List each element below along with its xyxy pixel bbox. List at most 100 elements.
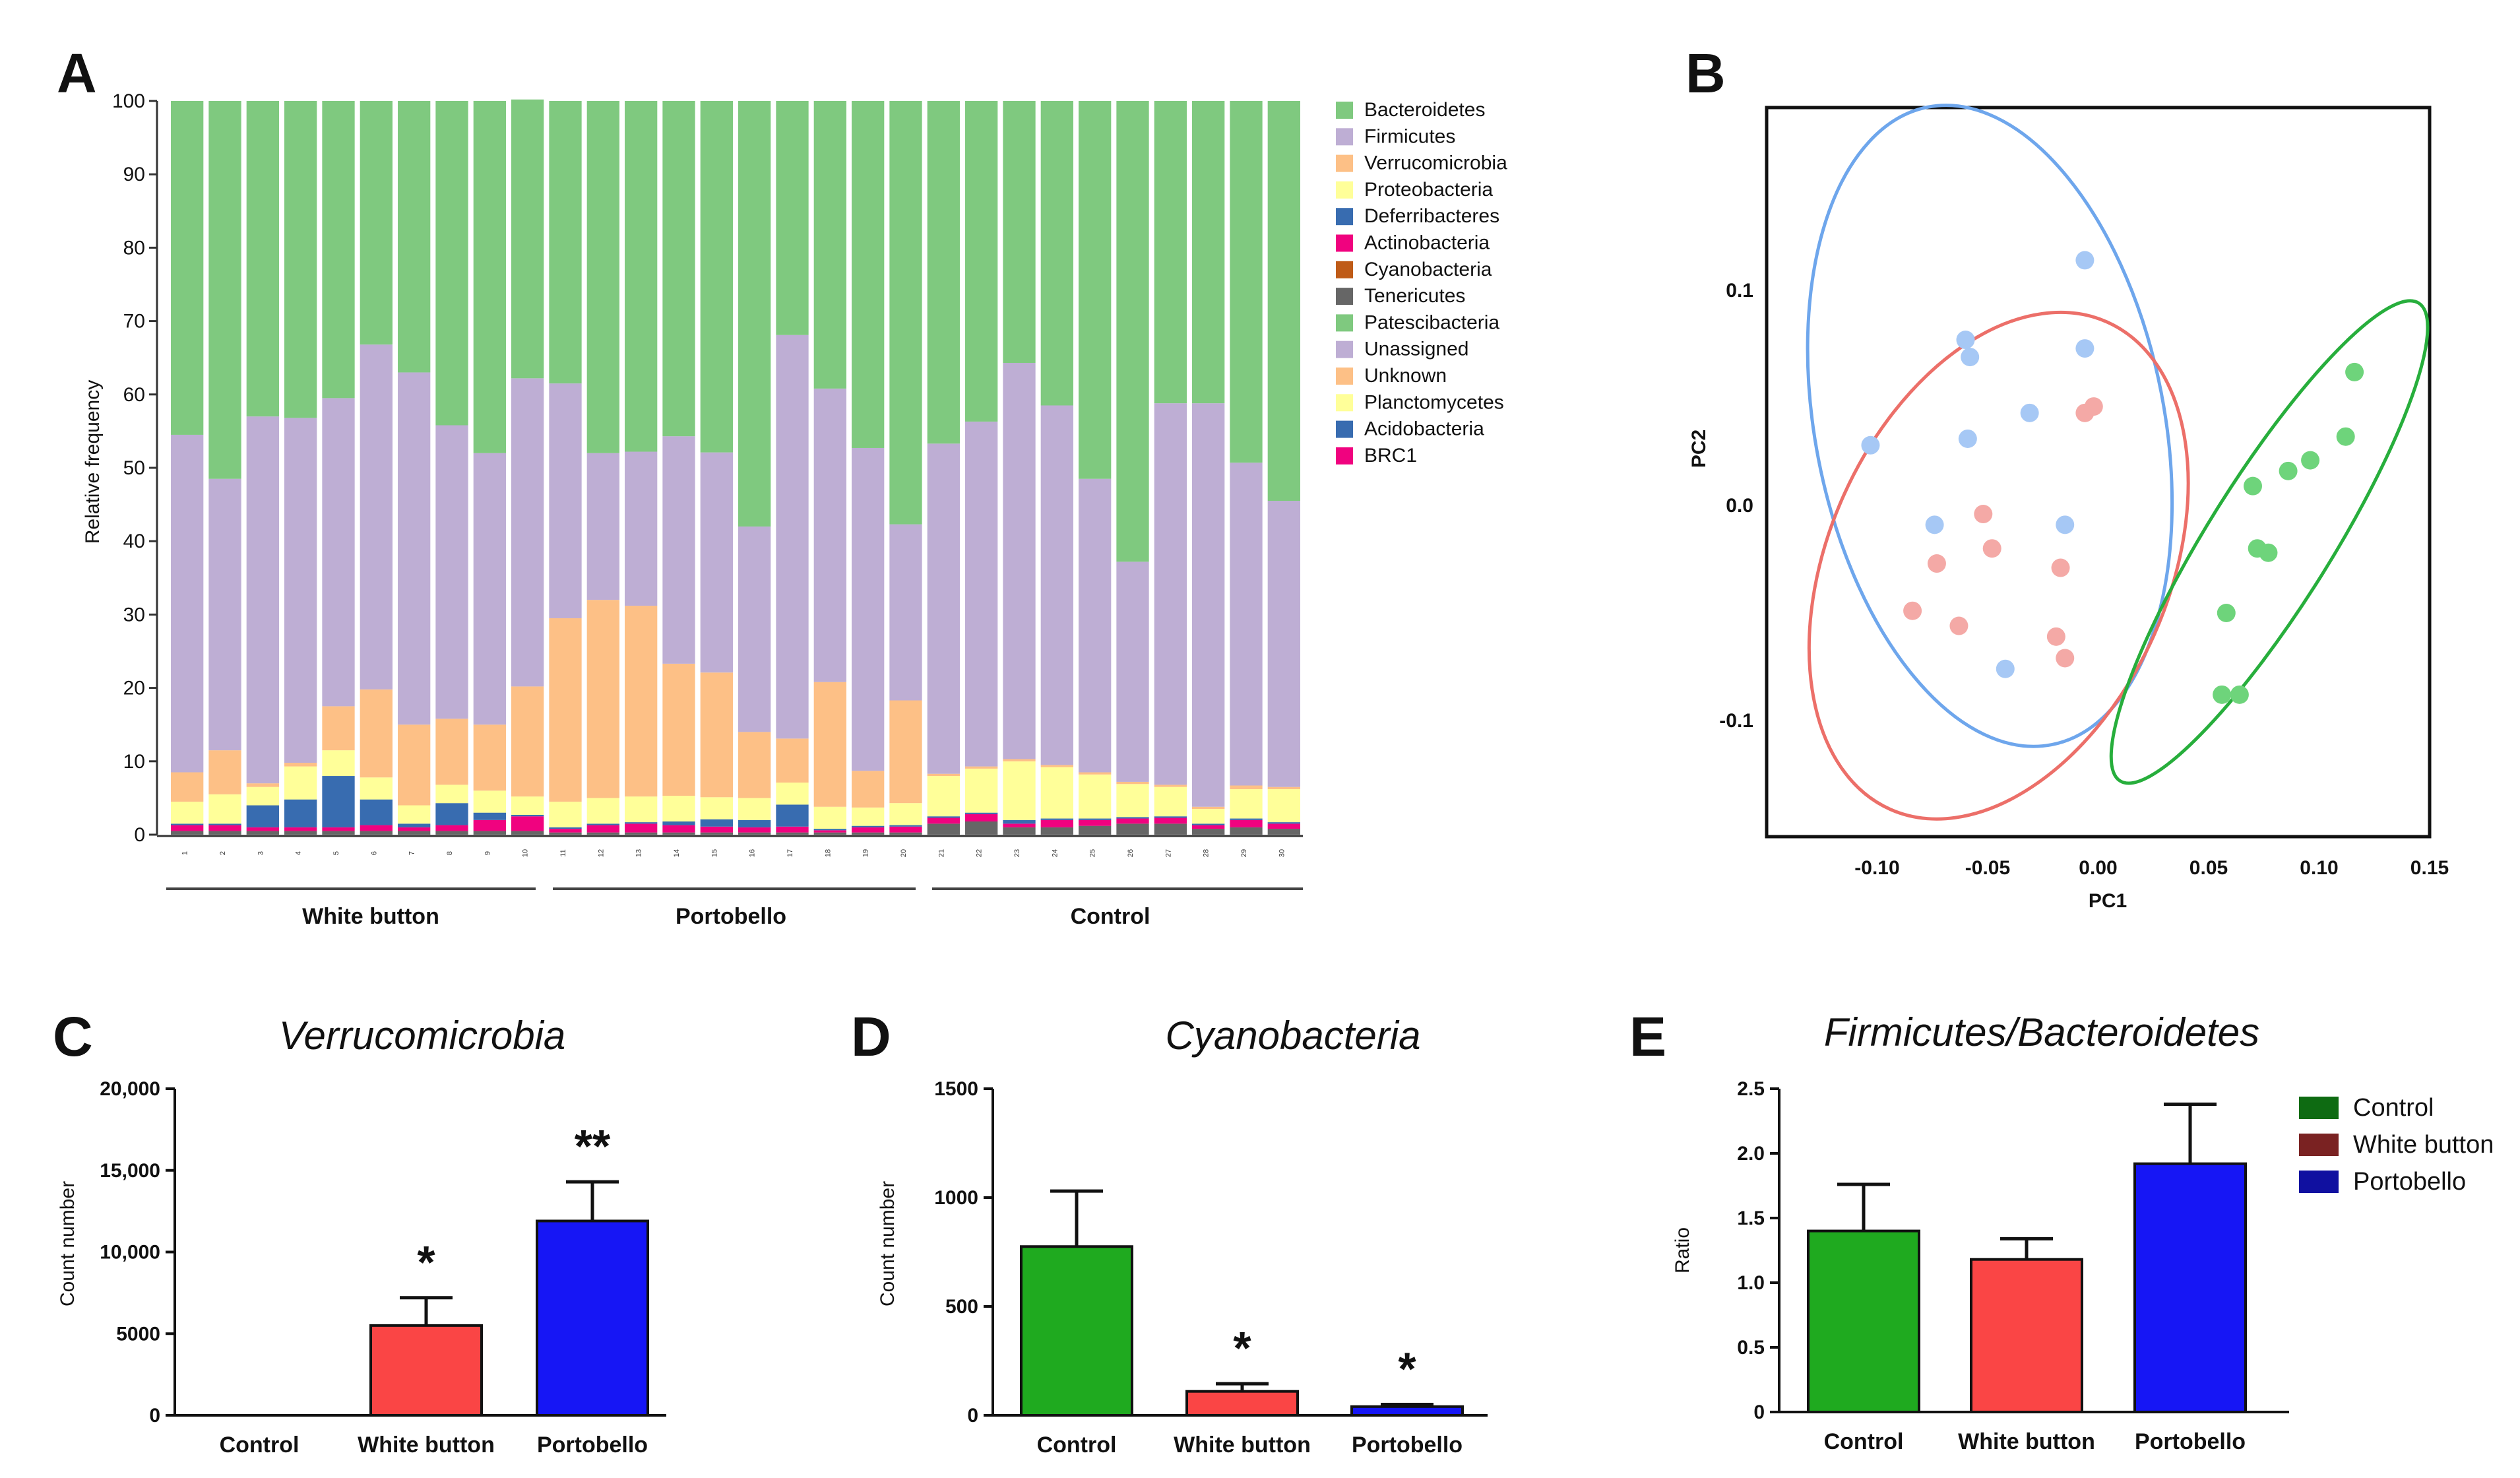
group-label-white-button: White button [302,904,439,929]
point-green [2259,543,2278,562]
bar-segment-verrucomicrobia [813,682,846,807]
legend-swatch-control [2299,1097,2339,1119]
legend-label-unknown: Unknown [1364,365,1447,387]
legend-swatch-verrucomicrobia [1336,154,1353,172]
bar-segment-deferribacteres [1230,818,1263,820]
bar-segment-actinobacteria [927,818,960,824]
point-green [2213,685,2232,704]
bar-segment-firmicutes [1192,403,1225,807]
bar-segment-tenericutes [1079,825,1112,835]
point-blue [1958,429,1977,448]
panel-e-y-axis-label: Ratio [1672,1227,1693,1273]
bar-segment-proteobacteria [246,787,279,806]
bar-segment-bacteroidetes [208,101,241,479]
bar-segment-firmicutes [700,452,733,673]
bar-segment-actinobacteria [738,827,771,833]
bar-segment-proteobacteria [1154,787,1187,817]
legend-label-deferribacteres: Deferribacteres [1364,205,1499,227]
bar-segment-verrucomicrobia [586,600,619,798]
legend-swatch-proteobacteria [1336,181,1353,199]
x-category-label: Portobello [537,1432,648,1458]
bar-segment-verrucomicrobia [662,663,695,796]
legend-swatch-portobello [2299,1171,2339,1193]
bar-segment-actinobacteria [1154,818,1187,824]
point-blue [2056,515,2075,534]
panel-a-legend: Bacteroidetes Firmicutes Verrucomicrobia Pr… [1336,99,1507,466]
sample-label: 1 [181,851,189,855]
bar-segment-deferribacteres [1079,818,1112,820]
bar-segment-verrucomicrobia [1040,765,1073,767]
bar-segment-proteobacteria [889,803,922,825]
bar-segment-proteobacteria [813,806,846,829]
sample-label: 14 [673,849,681,857]
bar-segment-firmicutes [208,478,241,751]
significance-marker: * [1233,1322,1251,1374]
sample-label: 3 [257,851,265,855]
y-tick-label: 1000 [934,1187,978,1209]
panel-a-y-tick-label: 70 [123,311,145,333]
bar-segment-firmicutes [435,425,468,719]
group-label-portobello: Portobello [676,904,786,929]
panel-b-ellipses [1806,104,2430,821]
y-tick-label: 0 [1753,1401,1765,1423]
y-tick-label: 0 [149,1405,160,1427]
point-blue [2075,339,2095,358]
bar-segment-proteobacteria [1116,784,1149,818]
bar-segment-verrucomicrobia [625,606,658,797]
bar-segment-firmicutes [360,344,393,690]
bar-segment-bacteroidetes [813,101,846,389]
bar-segment-bacteroidetes [927,101,960,444]
bar-segment-proteobacteria [1040,767,1073,819]
point-green [2336,427,2355,446]
bar-segment-bacteroidetes [1154,101,1187,404]
bar-segment-verrucomicrobia [322,706,355,751]
bar-segment-proteobacteria [965,768,998,813]
panel-e-title: Firmicutes/Bacteroidetes [1824,1010,2259,1054]
point-green [2279,461,2298,480]
bar-segment-actinobacteria [662,825,695,833]
bar-segment-actinobacteria [1267,823,1300,829]
panel-d-cyanobacteria-chart: Cyanobacteria Count number 0 500 1000 1500 C… [877,1013,1488,1458]
panel-b-y-tick-label: 0.0 [1726,495,1753,517]
sample-label: 15 [710,849,718,857]
bar-segment-firmicutes [171,434,204,773]
bar-portobello [2133,1162,2247,1414]
bar-segment-firmicutes [927,443,960,774]
bar-segment-deferribacteres [1116,817,1149,819]
bar-segment-actinobacteria [549,829,582,833]
legend-swatch-brc1 [1336,447,1353,465]
bar-segment-actinobacteria [1116,818,1149,824]
bar-segment-deferribacteres [586,823,619,825]
panel-letter-b: B [1685,42,1726,104]
panel-b-x-axis: -0.10 -0.05 0.00 0.05 0.10 0.15 [1854,857,2449,879]
bar-white-button [1970,1258,2083,1413]
bar-segment-actinobacteria [1192,825,1225,829]
ellipse-red [1807,310,2190,821]
legend-swatch-cyanobacteria [1336,261,1353,278]
bar-segment-firmicutes [473,453,506,725]
point-red [1927,554,1946,573]
legend-label-unassigned: Unassigned [1364,338,1468,360]
panel-a-y-tick-label: 80 [123,237,145,259]
panel-a-y-tick-label: 40 [123,530,145,552]
significance-marker: * [1398,1343,1416,1395]
bar-segment-deferribacteres [398,823,431,827]
bar-segment-tenericutes [360,831,393,835]
bar-segment-actinobacteria [208,825,241,831]
panel-b-plot-frame [1765,106,2432,839]
panel-a-y-tick-label: 60 [123,384,145,406]
panel-letter-a: A [57,42,97,104]
bar-segment-proteobacteria [700,797,733,819]
bar-segment-bacteroidetes [511,99,544,379]
bar-segment-actinobacteria [171,825,204,831]
legend-swatch-unassigned [1336,340,1353,358]
bar-segment-firmicutes [246,416,279,784]
bar-segment-bacteroidetes [435,101,468,426]
bar-segment-actinobacteria [322,827,355,831]
bar-segment-bacteroidetes [360,101,393,345]
bar-segment-bacteroidetes [965,101,998,422]
legend-swatch-bacteroidetes [1336,102,1353,119]
bar-segment-bacteroidetes [625,101,658,452]
bar-segment-deferribacteres [813,829,846,831]
